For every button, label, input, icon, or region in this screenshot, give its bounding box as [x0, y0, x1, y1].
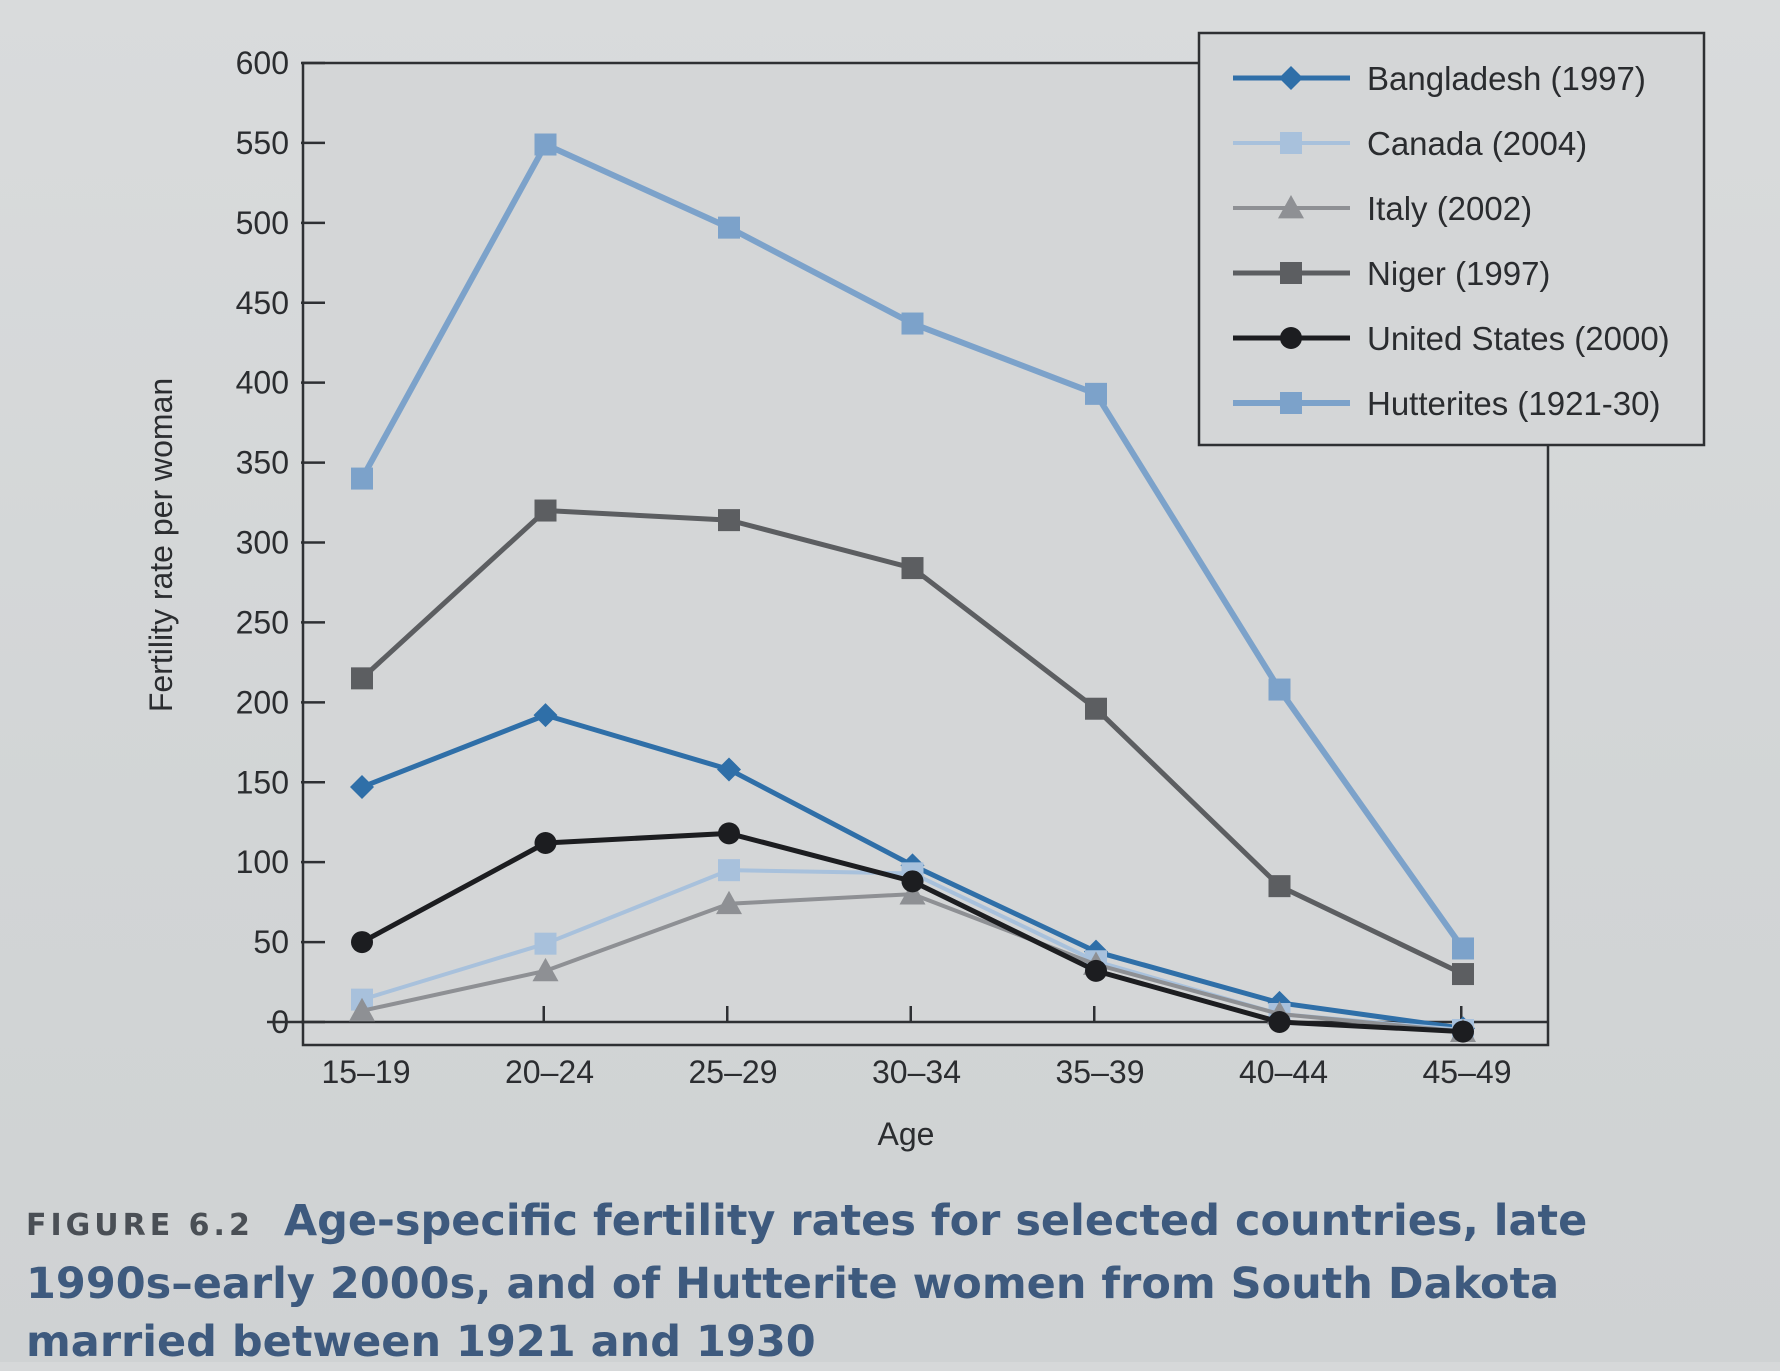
- data-point-canada-2004: [718, 859, 740, 882]
- legend-marker-bangladesh-1997: [1279, 66, 1303, 90]
- y-tick-label: 500: [236, 205, 289, 241]
- legend-marker-niger-1997: [1280, 262, 1302, 284]
- legend-marker-italy-2002: [1278, 195, 1304, 219]
- legend-marker-united-states-2000: [1280, 327, 1302, 349]
- y-tick-label: 250: [236, 604, 289, 640]
- legend-box: [1197, 31, 1706, 447]
- data-point-hutterites-1921-30: [901, 312, 924, 335]
- x-tick-label: 20–24: [505, 1054, 594, 1090]
- data-point-hutterites-1921-30: [1452, 937, 1474, 960]
- x-tick-label: 15–19: [322, 1054, 411, 1090]
- y-tick-label: 100: [236, 844, 289, 880]
- data-point-united-states-2000: [1085, 959, 1107, 982]
- data-point-hutterites-1921-30: [1268, 678, 1291, 701]
- data-point-niger-1997: [1452, 963, 1474, 986]
- x-tick-label: 25–29: [689, 1054, 778, 1090]
- legend-label-niger-1997: Niger (1997): [1367, 255, 1550, 292]
- x-tick-label: 30–34: [872, 1054, 961, 1090]
- data-point-niger-1997: [351, 667, 373, 690]
- legend-label-united-states-2000: United States (2000): [1367, 320, 1670, 357]
- figure-caption: FIGURE 6.2 Age-specific fertility rates f…: [26, 1192, 1746, 1371]
- y-tick-label: 400: [236, 365, 289, 401]
- data-point-niger-1997: [534, 499, 557, 522]
- legend-label-italy-2002: Italy (2002): [1367, 190, 1532, 227]
- data-point-bangladesh-1997: [533, 703, 558, 728]
- figure-label: FIGURE 6.2: [26, 1208, 254, 1243]
- data-point-bangladesh-1997: [717, 757, 741, 782]
- y-tick-label: 550: [236, 125, 289, 161]
- x-tick-label: 35–39: [1056, 1054, 1145, 1090]
- y-tick-label: 450: [236, 285, 289, 321]
- x-tick-label: 45–49: [1423, 1054, 1512, 1090]
- data-point-niger-1997: [1085, 697, 1107, 720]
- legend-label-canada-2004: Canada (2004): [1367, 125, 1587, 162]
- y-tick-label: 50: [253, 924, 289, 960]
- data-point-hutterites-1921-30: [718, 216, 740, 239]
- data-point-italy-2002: [349, 997, 375, 1022]
- y-tick-label: 200: [236, 684, 289, 720]
- data-point-niger-1997: [1268, 875, 1291, 898]
- y-axis-title: Fertility rate per woman: [143, 378, 179, 712]
- data-point-niger-1997: [718, 509, 740, 532]
- legend-marker-hutterites-1921-30: [1280, 392, 1302, 414]
- data-point-hutterites-1921-30: [351, 467, 373, 490]
- x-tick-label: 40–44: [1239, 1054, 1328, 1090]
- x-axis-title: Age: [878, 1116, 935, 1152]
- data-point-hutterites-1921-30: [1085, 382, 1107, 405]
- data-point-italy-2002: [899, 881, 926, 905]
- y-tick-label: 600: [236, 45, 289, 81]
- data-point-canada-2004: [534, 932, 557, 955]
- figure-caption-text: Age-specific fertility rates for selecte…: [26, 1196, 1588, 1367]
- y-tick-label: 150: [236, 764, 289, 800]
- data-point-united-states-2000: [534, 831, 557, 854]
- data-point-united-states-2000: [1268, 1011, 1291, 1033]
- y-tick-label: 300: [236, 525, 289, 561]
- legend-label-hutterites-1921-30: Hutterites (1921-30): [1367, 385, 1660, 422]
- data-point-united-states-2000: [718, 822, 740, 845]
- data-point-italy-2002: [532, 957, 559, 982]
- legend-label-bangladesh-1997: Bangladesh (1997): [1367, 60, 1646, 97]
- data-point-bangladesh-1997: [350, 775, 374, 800]
- data-point-united-states-2000: [351, 931, 373, 954]
- legend-marker-canada-2004: [1280, 132, 1302, 154]
- data-point-united-states-2000: [1452, 1020, 1474, 1043]
- data-point-italy-2002: [716, 890, 742, 915]
- y-tick-label: 350: [236, 445, 289, 481]
- data-point-hutterites-1921-30: [534, 133, 557, 156]
- data-point-niger-1997: [901, 557, 924, 580]
- data-point-united-states-2000: [901, 870, 924, 893]
